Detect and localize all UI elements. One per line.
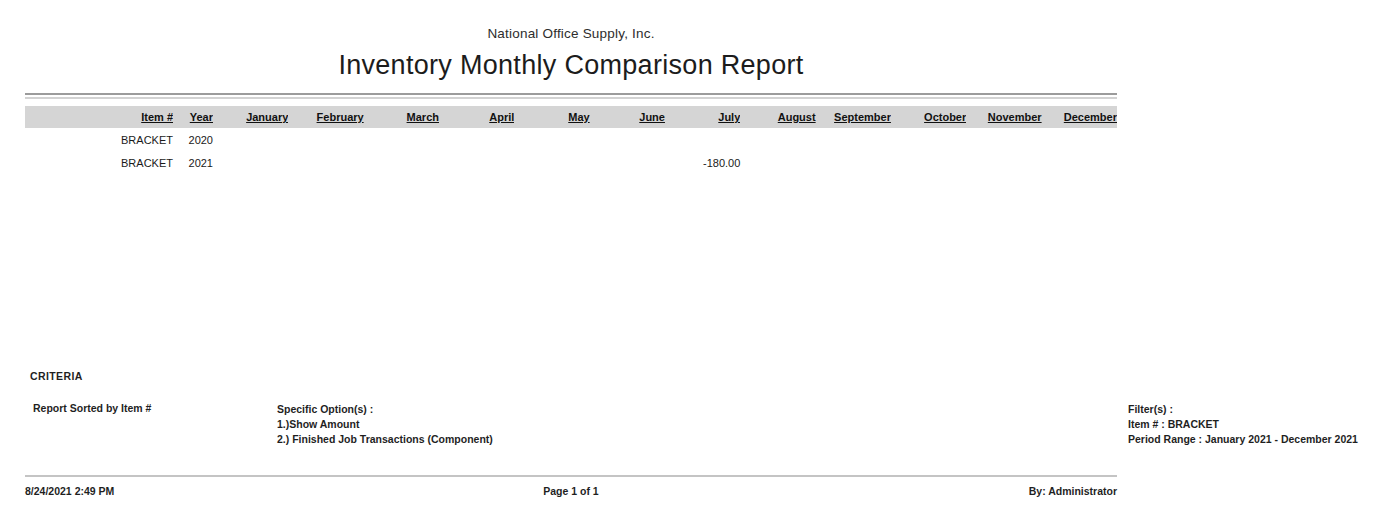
column-header-item: Item #	[25, 106, 173, 128]
specific-option: 2.) Finished Job Transactions (Component…	[277, 432, 493, 447]
column-header-april: April	[439, 106, 514, 128]
specific-option: 1.)Show Amount	[277, 417, 493, 432]
filters-label: Filter(s) :	[1128, 402, 1358, 417]
specific-options-list: 1.)Show Amount2.) Finished Job Transacti…	[277, 417, 493, 447]
month-value-cell	[514, 151, 589, 174]
column-header-june: June	[590, 106, 665, 128]
column-header-march: March	[364, 106, 439, 128]
month-value-cell	[288, 128, 363, 151]
footer-by: By: Administrator	[25, 485, 1117, 497]
month-value-cell	[514, 128, 589, 151]
filters-block: Filter(s) : Item # : BRACKETPeriod Range…	[1128, 402, 1358, 446]
company-name: National Office Supply, Inc.	[25, 26, 1117, 41]
month-value-cell	[213, 151, 288, 174]
month-value-cell: -180.00	[665, 151, 740, 174]
item-link[interactable]: BRACKET	[25, 128, 173, 151]
month-value-cell	[816, 151, 891, 174]
month-value-cell	[364, 128, 439, 151]
specific-options-label: Specific Option(s) :	[277, 402, 493, 417]
criteria-sorted-by: Report Sorted by Item #	[33, 402, 151, 414]
report-title: Inventory Monthly Comparison Report	[25, 50, 1117, 81]
month-value-cell	[740, 128, 815, 151]
report-table: Item #YearJanuaryFebruaryMarchAprilMayJu…	[25, 106, 1117, 174]
column-header-september: September	[816, 106, 891, 128]
column-header-november: November	[966, 106, 1041, 128]
column-header-january: January	[213, 106, 288, 128]
table-body: BRACKET2020BRACKET2021 -180.00	[25, 128, 1117, 174]
table-row: BRACKET2020	[25, 128, 1117, 151]
column-header-july: July	[665, 106, 740, 128]
month-value-cell	[1042, 128, 1117, 151]
year-cell: 2021	[173, 151, 213, 174]
item-link[interactable]: BRACKET	[25, 151, 173, 174]
month-value-cell	[590, 151, 665, 174]
column-header-august: August	[740, 106, 815, 128]
month-value-cell	[590, 128, 665, 151]
table-header-row: Item #YearJanuaryFebruaryMarchAprilMayJu…	[25, 106, 1117, 128]
month-value-cell	[891, 128, 966, 151]
header-rule-bottom	[25, 97, 1117, 99]
report-page: National Office Supply, Inc. Inventory M…	[0, 0, 1396, 532]
column-header-october: October	[891, 106, 966, 128]
criteria-heading: CRITERIA	[30, 370, 83, 382]
filters-list: Item # : BRACKETPeriod Range : January 2…	[1128, 417, 1358, 447]
month-value-cell	[213, 128, 288, 151]
month-value-cell	[439, 151, 514, 174]
year-cell: 2020	[173, 128, 213, 151]
month-value-cell	[966, 128, 1041, 151]
column-header-december: December	[1042, 106, 1117, 128]
month-value-cell	[288, 151, 363, 174]
table-row: BRACKET2021 -180.00	[25, 151, 1117, 174]
footer-rule	[25, 475, 1117, 477]
column-header-february: February	[288, 106, 363, 128]
column-header-may: May	[514, 106, 589, 128]
filter-item: Item # : BRACKET	[1128, 417, 1358, 432]
column-header-year: Year	[173, 106, 213, 128]
month-value-cell	[966, 151, 1041, 174]
month-value-cell	[740, 151, 815, 174]
header-rule-top	[25, 93, 1117, 95]
month-value-cell	[891, 151, 966, 174]
month-value-cell	[1042, 151, 1117, 174]
filter-item: Period Range : January 2021 - December 2…	[1128, 432, 1358, 447]
month-value-cell	[364, 151, 439, 174]
criteria-options-block: Specific Option(s) : 1.)Show Amount2.) F…	[277, 402, 493, 446]
month-value-cell	[665, 128, 740, 151]
month-value-cell	[816, 128, 891, 151]
month-value-cell	[439, 128, 514, 151]
